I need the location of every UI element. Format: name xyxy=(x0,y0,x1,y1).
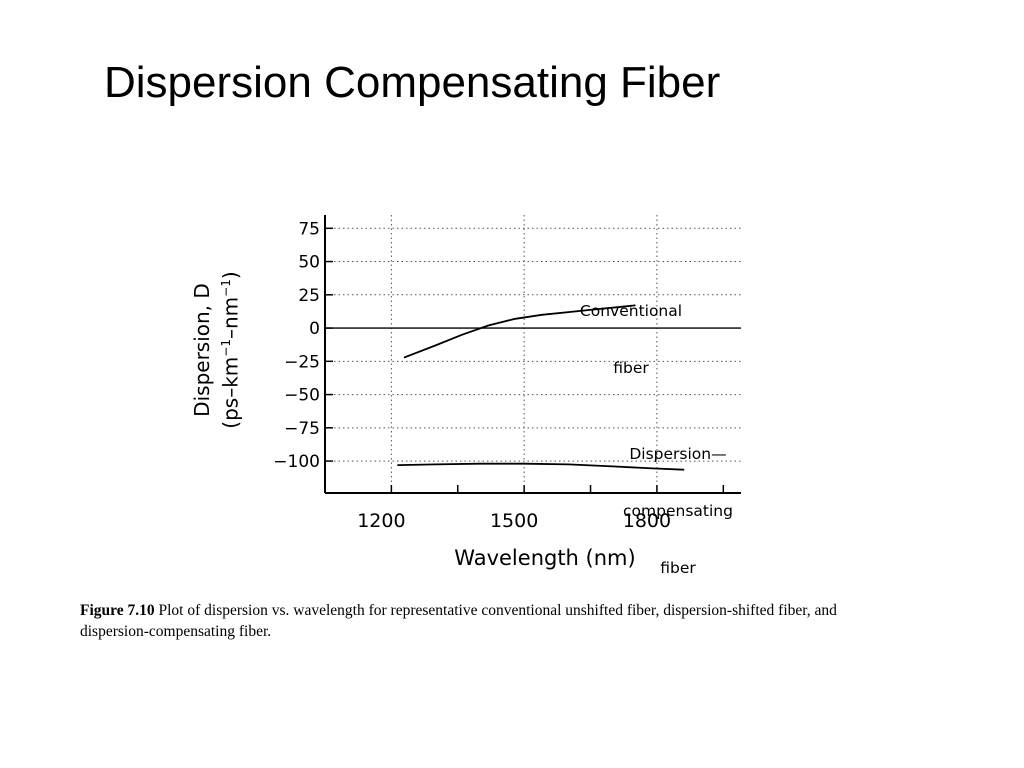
y-tick-label: 0 xyxy=(309,319,320,339)
caption-text: Plot of dispersion vs. wavelength for re… xyxy=(80,602,837,640)
conventional-fiber-line xyxy=(403,304,636,359)
y-tick-label: −25 xyxy=(284,352,320,372)
annotation-line: Conventional xyxy=(579,302,683,320)
y-tick-label: −75 xyxy=(284,419,320,439)
x-tick-label: 1800 xyxy=(623,510,671,532)
y-axis-label: Dispersion, D (ps–km−1–nm−1) xyxy=(190,270,270,430)
y-tick-label: −50 xyxy=(284,386,320,406)
annotation-line: fiber xyxy=(660,559,696,577)
grid-lines xyxy=(325,215,741,493)
annotation-conventional-fiber: Conventional fiber xyxy=(566,264,696,397)
slide-title: Dispersion Compensating Fiber xyxy=(104,58,721,107)
y-axis-label-line1: Dispersion, D xyxy=(190,283,214,417)
axis-ticks: 75 50 25 0 −25 −50 −75 −100 1200 1500 1800 xyxy=(273,219,725,532)
figure-caption: Figure 7.10 Plot of dispersion vs. wavel… xyxy=(80,600,880,642)
y-tick-label: 75 xyxy=(298,219,320,239)
annotation-line: compensating xyxy=(623,502,733,520)
x-tick-label: 1200 xyxy=(357,510,405,532)
y-tick-label: −100 xyxy=(273,452,320,472)
y-tick-label: 50 xyxy=(298,253,320,273)
caption-label: Figure 7.10 xyxy=(80,602,155,619)
x-tick-label: 1500 xyxy=(490,510,538,532)
annotation-dispersion-compensating-fiber: Dispersion— compensating fiber xyxy=(604,407,752,597)
series-lines xyxy=(397,304,685,471)
y-axis-label-line2: (ps–km−1–nm−1) xyxy=(218,271,243,429)
annotation-line: Dispersion— xyxy=(629,445,727,463)
x-axis-label: Wavelength (nm) xyxy=(454,546,636,570)
y-tick-label: 25 xyxy=(298,286,320,306)
annotation-line: fiber xyxy=(613,359,649,377)
dispersion-compensating-fiber-line xyxy=(397,462,685,471)
